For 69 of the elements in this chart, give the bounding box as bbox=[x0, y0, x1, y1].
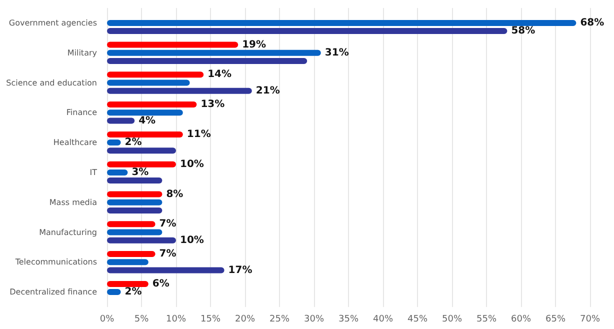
y-tick-label: Mass media bbox=[49, 198, 98, 207]
y-tick-label: Decentralized finance bbox=[10, 288, 98, 297]
bar bbox=[107, 207, 162, 214]
bar bbox=[107, 267, 224, 274]
y-tick-label: Healthcare bbox=[53, 138, 98, 148]
x-tick-label: 35% bbox=[338, 314, 359, 324]
x-tick-label: 50% bbox=[442, 314, 462, 324]
x-tick-label: 70% bbox=[580, 314, 600, 324]
y-tick-label: Science and education bbox=[6, 78, 97, 88]
data-label: 7% bbox=[159, 248, 176, 260]
data-label: 21% bbox=[256, 85, 280, 96]
data-label: 10% bbox=[180, 158, 204, 170]
data-label: 68% bbox=[580, 17, 604, 28]
y-tick-label: Telecommunications bbox=[14, 258, 97, 267]
x-tick-label: 10% bbox=[166, 314, 186, 324]
bar bbox=[107, 20, 576, 26]
x-tick-label: 0% bbox=[100, 314, 115, 324]
x-tick-label: 60% bbox=[510, 314, 532, 324]
bar bbox=[107, 191, 162, 198]
bar bbox=[107, 88, 252, 94]
x-tick-label: 15% bbox=[200, 314, 221, 324]
bar bbox=[107, 148, 176, 154]
data-label: 7% bbox=[159, 218, 176, 230]
bar bbox=[107, 229, 162, 236]
bar bbox=[107, 80, 190, 86]
bar bbox=[107, 118, 135, 124]
data-label: 11% bbox=[186, 128, 211, 140]
data-label: 2% bbox=[124, 137, 142, 148]
bar bbox=[107, 42, 238, 48]
data-label: 14% bbox=[208, 69, 232, 80]
data-label: 10% bbox=[180, 234, 204, 246]
data-label: 31% bbox=[324, 47, 349, 58]
bar bbox=[107, 251, 156, 258]
bar bbox=[107, 161, 176, 168]
bar bbox=[107, 280, 148, 287]
data-label: 8% bbox=[166, 188, 184, 200]
x-tick-label: 20% bbox=[234, 314, 256, 324]
bar bbox=[107, 178, 162, 184]
x-tick-label: 65% bbox=[545, 314, 566, 324]
bar bbox=[107, 199, 162, 206]
data-label: 17% bbox=[228, 264, 252, 276]
x-tick-label: 40% bbox=[372, 314, 394, 324]
bar bbox=[107, 102, 197, 108]
x-tick-label: 45% bbox=[407, 314, 428, 324]
bar bbox=[107, 28, 508, 34]
x-tick-label: 55% bbox=[476, 314, 497, 324]
bar bbox=[107, 50, 321, 56]
data-label: 4% bbox=[138, 115, 156, 126]
bar bbox=[107, 72, 204, 78]
bar bbox=[107, 131, 183, 138]
bar bbox=[107, 221, 156, 228]
data-label: 13% bbox=[200, 99, 225, 110]
y-tick-label: Finance bbox=[66, 108, 98, 118]
x-tick-label: 25% bbox=[269, 314, 290, 324]
bar bbox=[107, 237, 176, 244]
data-label: 58% bbox=[511, 26, 536, 37]
data-label: 19% bbox=[242, 39, 266, 50]
data-label: 2% bbox=[124, 286, 142, 298]
x-tick-label: 5% bbox=[134, 314, 150, 324]
bar bbox=[107, 58, 308, 64]
data-label: 3% bbox=[132, 166, 149, 178]
bar bbox=[107, 259, 148, 266]
data-label: 6% bbox=[152, 278, 170, 290]
y-tick-label: Manufacturing bbox=[39, 228, 97, 237]
y-tick-label: IT bbox=[90, 168, 98, 177]
y-tick-label: Military bbox=[67, 48, 98, 58]
bar bbox=[107, 110, 183, 116]
y-tick-label: Government agencies bbox=[8, 18, 97, 28]
x-tick-label: 30% bbox=[304, 314, 324, 324]
